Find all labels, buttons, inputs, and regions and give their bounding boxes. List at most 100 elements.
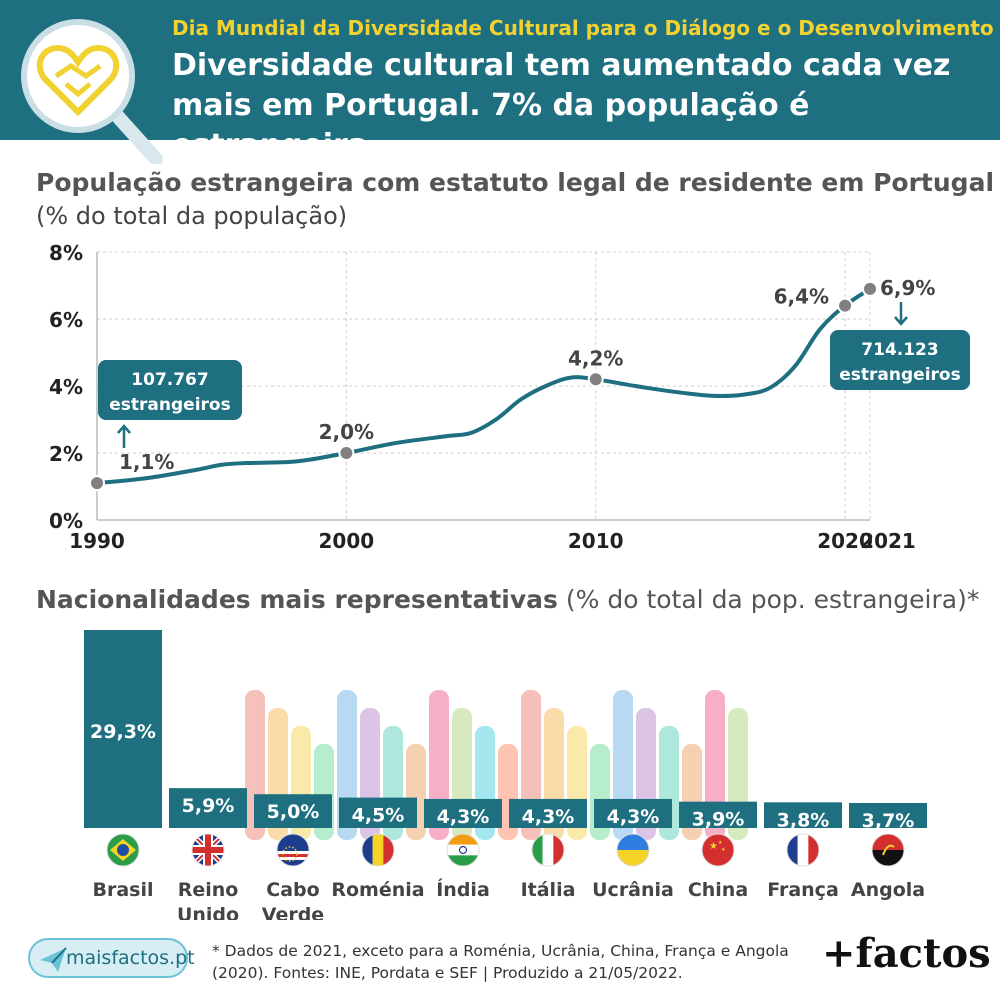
flag-stripe [277,851,309,854]
flag-body: ★ ★★ [702,834,734,866]
category-label: Reino [178,879,239,901]
flag-stripe [447,834,479,845]
flag-star: ★ [718,840,723,846]
header-title: Diversidade cultural tem aumentado cada … [172,48,951,163]
site-link-text: maisfactos.pt [66,947,195,969]
bar [849,802,927,828]
x-tick-label: 2010 [568,529,624,553]
data-label: 2,0% [319,420,374,444]
category-label: Brasil [92,879,153,901]
line-chart-title: População estrangeira com estatuto legal… [36,168,995,197]
flag-stripe [617,850,649,866]
flag-stripe [117,844,129,856]
annotation-unit: estrangeiros [839,365,960,385]
flag-border [531,833,565,867]
x-tick-label: 2020 [817,529,873,553]
category-label: Angola [851,879,925,901]
flag-stripe [277,854,309,857]
flag-stripe [553,834,564,866]
data-point [587,371,604,388]
flag-stripe [808,834,819,866]
data-point [338,445,355,461]
bar-value-label: 5,0% [267,801,320,823]
paper-plane-icon [40,947,67,972]
flag-border [871,833,905,867]
y-tick-label: 6% [49,308,83,332]
category-label: Cabo [266,879,319,901]
category-label: Verde [262,904,324,920]
flag-stripe [277,857,309,860]
flag-body [192,834,224,866]
bar [169,788,247,828]
flag-body [532,834,564,866]
brand-logo: +factos [822,930,991,977]
bar-value-label: 3,7% [862,810,915,832]
flag-stripe [542,834,554,866]
annotation-value: 714.123 [861,340,938,360]
category-label: Índia [436,878,490,901]
flag-border [106,833,140,867]
brazil-flag-icon [106,833,140,867]
bar-chart: 29,3% Brasil 5,9% Reino Unido 5,0% Cabo Verde 4,… [84,630,927,920]
y-tick-label: 4% [49,375,83,399]
bar-chart-title-rest: (% do total da pop. estrangeira)* [557,585,980,614]
flag-border [276,833,310,867]
data-label: 6,9% [880,276,935,300]
bar-value-label: 4,5% [352,805,405,827]
bar-value-label: 5,9% [182,795,235,817]
category-label: Itália [521,879,576,901]
flag-body [362,834,394,866]
flag-body [787,834,819,866]
flag-body [872,834,904,866]
site-link[interactable]: maisfactos.pt [28,938,195,978]
arrow-down-icon [894,302,908,326]
flag-stripe [617,834,649,850]
category-label: Unido [177,904,239,920]
annotation-unit: estrangeiros [109,395,230,415]
data-label: 1,1% [119,450,174,474]
bar [339,797,417,828]
france-flag-icon [786,833,820,867]
flag-border [701,833,735,867]
data-label: 4,2% [568,346,623,370]
data-label: 6,4% [774,285,829,309]
x-tick-label: 1990 [69,529,125,553]
flag-star: ★ [721,847,726,853]
y-tick-label: 0% [49,509,83,533]
category-label: Ucrânia [592,879,674,901]
y-tick-label: 8% [49,241,83,265]
bar [424,798,502,828]
bar-value-label: 4,3% [607,806,660,828]
category-label: França [767,879,839,901]
annotation-value: 107.767 [131,370,208,390]
arrow-up-icon [117,424,131,448]
romania-flag-icon [361,833,395,867]
flag-stripe [447,855,479,866]
annotation-box-1990: 107.767 estrangeiros [98,360,242,420]
category-label: China [688,879,748,901]
data-point [837,297,854,314]
bar [254,794,332,828]
flag-border [361,833,395,867]
cape-verde-flag-icon [276,833,310,867]
flag-stripe [282,846,298,862]
flag-border [616,833,650,867]
flag-stripe [362,834,373,866]
bar-chart-title: Nacionalidades mais representativas (% d… [36,585,979,614]
bar [509,798,587,828]
flag-border [786,833,820,867]
bar-chart-title-bold: Nacionalidades mais representativas [36,585,558,614]
flag-body [447,834,479,866]
header-banner: Dia Mundial da Diversidade Cultural para… [0,0,1000,164]
annotation-box-2021: 714.123 estrangeiros [830,330,970,390]
flag-body [277,834,309,866]
bar [594,798,672,828]
annotation-box-bg [98,360,242,420]
bar-value-label: 29,3% [90,721,156,743]
x-tick-label: 2021 [860,529,916,553]
bar [764,802,842,828]
ukraine-flag-icon [616,833,650,867]
flag-stripe [872,834,904,850]
flag-stripe [872,850,904,866]
